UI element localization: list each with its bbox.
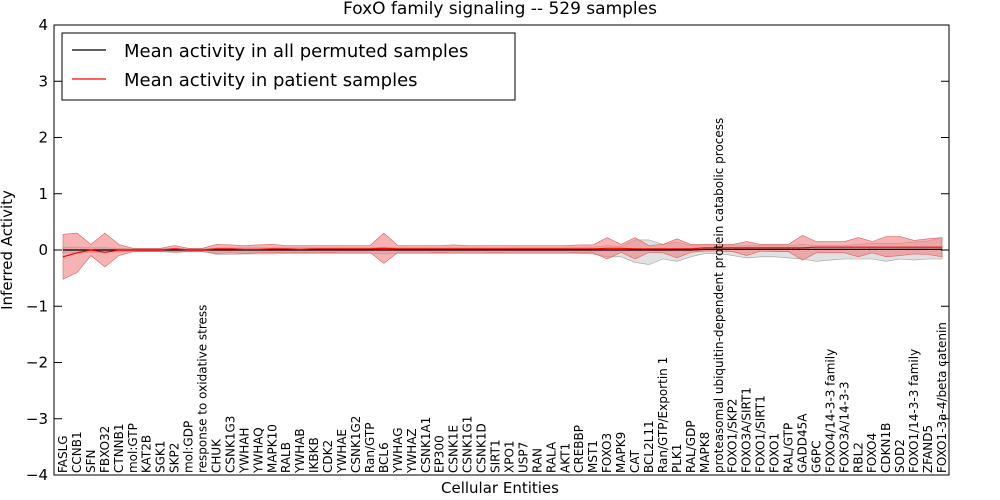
entity-label: response to oxidative stress xyxy=(196,305,210,473)
entity-label: RAN xyxy=(530,448,544,473)
y-tick-label: 1 xyxy=(38,185,48,203)
entity-label: YWHAQ xyxy=(251,427,265,474)
entity-label: FOXO3A/SIRT1 xyxy=(740,387,754,473)
entity-label: IKBKB xyxy=(307,437,321,473)
entity-label: XPO1 xyxy=(502,440,516,473)
entity-label: FOXO1-3a-4/beta catenin xyxy=(935,322,949,473)
entity-label: SFN xyxy=(84,450,98,474)
y-tick-label: −2 xyxy=(26,354,48,372)
patient-mean-line xyxy=(62,246,942,258)
entity-label: CDKN1B xyxy=(879,423,893,473)
entity-label: mol:GDP xyxy=(182,421,196,473)
entity-label: SGK1 xyxy=(154,441,168,473)
entity-label: mol:GTP xyxy=(126,423,140,473)
entity-label: CSNK1D xyxy=(475,423,489,473)
entity-label: CCNB1 xyxy=(70,431,84,473)
entity-label: FOXO1/14-3-3 family xyxy=(907,349,921,473)
entity-label: FOXO3 xyxy=(600,433,614,473)
entity-label: MAPK8 xyxy=(698,432,712,473)
entity-label: RALB xyxy=(279,442,293,473)
entity-label: RAL/GTP xyxy=(782,423,796,473)
y-tick-label: −4 xyxy=(26,466,48,484)
entity-label: Ran/GTP xyxy=(363,422,377,473)
entity-label: proteasomal ubiquitin-dependent protein … xyxy=(712,118,726,473)
entity-label: PLK1 xyxy=(670,444,684,473)
entity-label: YWHAE xyxy=(335,429,349,474)
entity-label: GADD45A xyxy=(795,413,809,473)
entity-label: FOXO1/SKP2 xyxy=(726,398,740,473)
entity-label: CDK2 xyxy=(321,440,335,473)
y-tick-label: 2 xyxy=(38,129,48,147)
entity-label: FBXO32 xyxy=(98,426,112,473)
entity-label: MAPK9 xyxy=(614,432,628,473)
y-tick-label: −1 xyxy=(26,297,48,315)
entity-label: CREBBP xyxy=(572,425,586,473)
entity-label: YWHAH xyxy=(237,428,251,474)
entity-label: FOXO1 xyxy=(768,433,782,473)
y-axis-label: Inferred Activity xyxy=(0,190,16,310)
legend-label-permuted: Mean activity in all permuted samples xyxy=(124,41,468,62)
entity-label: YWHAG xyxy=(391,427,405,474)
entity-label: MST1 xyxy=(586,440,600,473)
legend-label-patient: Mean activity in patient samples xyxy=(124,70,418,91)
entity-label: EP300 xyxy=(433,435,447,473)
entity-label: SKP2 xyxy=(168,443,182,473)
entity-label: Ran/GTP/Exportin 1 xyxy=(656,357,670,473)
chart-title: FoxO family signaling -- 529 samples xyxy=(343,0,657,19)
x-axis-label: Cellular Entities xyxy=(441,479,559,497)
entity-label: MAPK10 xyxy=(265,424,279,473)
legend: Mean activity in all permuted samples Me… xyxy=(61,32,516,101)
entity-label: CHUK xyxy=(209,438,223,473)
entity-label: KAT2B xyxy=(140,435,154,473)
entity-label: FOXO3A/14-3-3 xyxy=(837,381,851,473)
entity-label: CSNK1G1 xyxy=(461,416,475,473)
entity-label: YWHAZ xyxy=(405,428,419,474)
entity-label: RALA xyxy=(544,441,558,473)
patient-range-band xyxy=(62,232,943,280)
entity-label: SOD2 xyxy=(893,439,907,473)
entity-label: CSNK1A1 xyxy=(419,417,433,473)
y-tick-label: 3 xyxy=(38,72,48,90)
entity-label: USP7 xyxy=(516,442,530,473)
entity-label: SIRT1 xyxy=(489,439,503,473)
entity-label: FOXO4 xyxy=(865,433,879,473)
entity-label: FOXO4/14-3-3 family xyxy=(823,349,837,473)
entity-label: CSNK1G3 xyxy=(223,416,237,473)
entity-label: BCL2L11 xyxy=(642,420,656,473)
entity-label: CAT xyxy=(628,449,642,473)
entity-label: CSNK1E xyxy=(447,425,461,473)
y-tick-label: 4 xyxy=(38,16,48,34)
y-tick-label: −3 xyxy=(26,410,48,428)
entity-label: FOXO1/SIRT1 xyxy=(754,395,768,473)
entity-label: CSNK1G2 xyxy=(349,416,363,473)
entity-label: BCL6 xyxy=(377,442,391,473)
entity-label: YWHAB xyxy=(293,428,307,474)
legend-box xyxy=(61,32,516,101)
entity-label: G6PC xyxy=(809,440,823,473)
entity-label: RAL/GDP xyxy=(684,420,698,473)
entity-label: CTNNB1 xyxy=(112,423,126,473)
entity-label: RBL2 xyxy=(851,442,865,473)
entity-label: FASLG xyxy=(56,435,70,473)
y-tick-label: 0 xyxy=(38,241,48,259)
entity-label: AKT1 xyxy=(558,443,572,473)
entity-label: ZFAND5 xyxy=(921,425,935,473)
